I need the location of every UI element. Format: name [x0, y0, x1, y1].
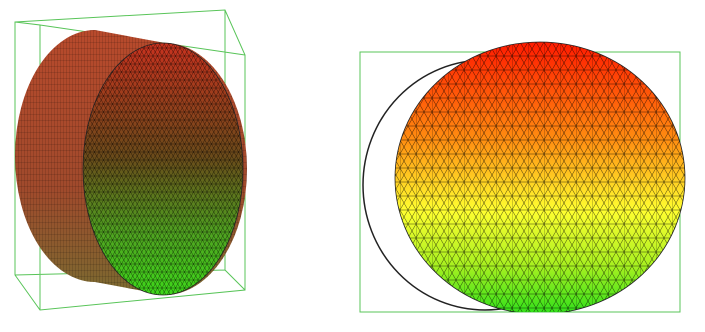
right-dome — [360, 42, 685, 314]
left-disk — [15, 10, 247, 310]
mesh-renderings — [0, 0, 705, 332]
